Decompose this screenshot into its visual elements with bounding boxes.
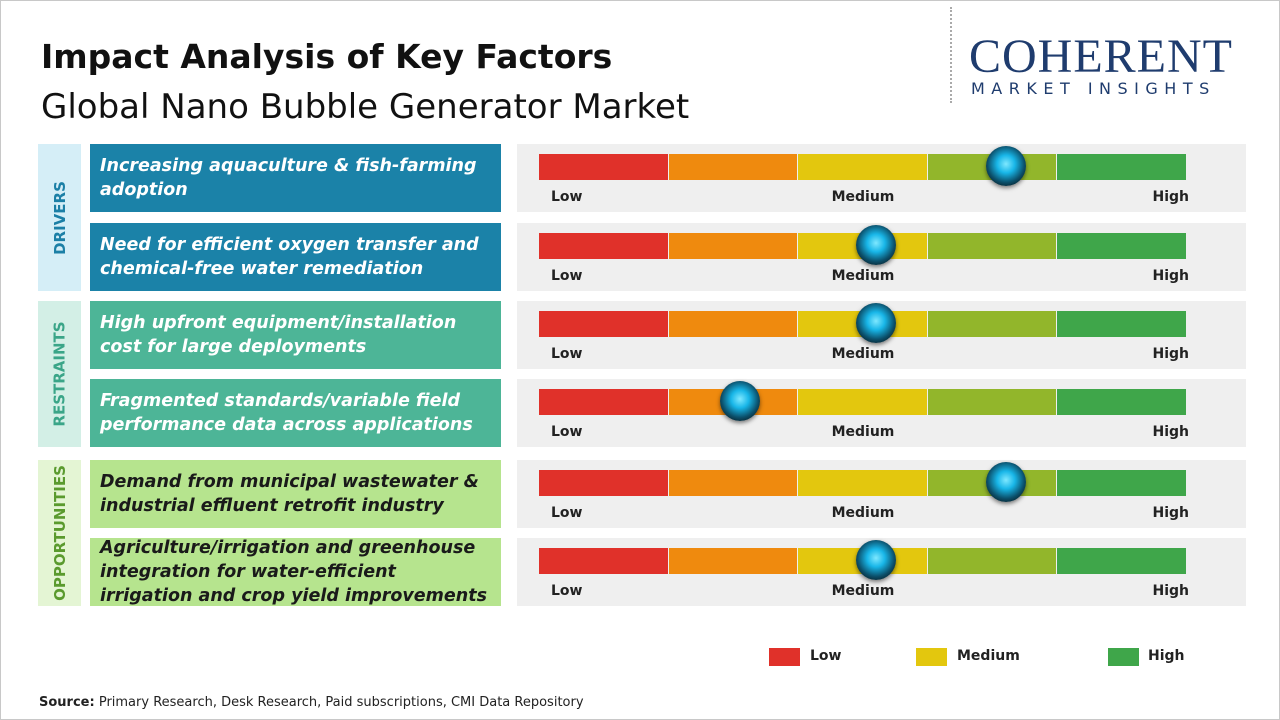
gauge: Low Medium High [517,538,1246,606]
legend-swatch [1108,648,1139,666]
group-label: OPPORTUNITIES [50,465,69,601]
gauge-label: High [1152,268,1189,284]
gauge-label: High [1152,424,1189,440]
impact-marker [985,146,1026,186]
subtitle: Global Nano Bubble Generator Market [41,87,690,127]
impact-marker [855,225,896,265]
gauge-segment [539,311,668,337]
gauge-segment [798,154,927,180]
group-box: DRIVERS [38,144,81,291]
legend-label: Medium [957,648,1020,664]
source: Source: Primary Research, Desk Research,… [39,695,584,710]
gauge-label: Low [551,424,583,440]
gauge: Low Medium High [517,460,1246,528]
factor-text: Demand from municipal wastewater & indus… [90,460,501,528]
gauge-segment [668,154,798,180]
source-text: Primary Research, Desk Research, Paid su… [98,695,584,710]
gauge-label: High [1152,505,1189,521]
gauge-segment [539,470,668,496]
factor-text: Increasing aquaculture & fish-farming ad… [90,144,501,212]
gauge-segment [539,389,668,415]
legend-swatch [769,648,800,666]
gauge-segment [1057,389,1186,415]
gauge-segment [927,389,1057,415]
gauge-label: High [1152,189,1189,205]
gauge-segment [668,548,798,574]
impact-marker [985,462,1026,502]
impact-marker [855,303,896,343]
gauge-label: Low [551,505,583,521]
gauge: Low Medium High [517,144,1246,212]
gauge-segment [668,470,798,496]
gauge-segment [927,233,1057,259]
legend-label: High [1148,648,1185,664]
gauge-segment [1057,311,1186,337]
gauge-label: Medium [831,346,895,362]
gauge-segment [1057,470,1186,496]
title: Impact Analysis of Key Factors [41,37,613,76]
gauge-segment [798,470,927,496]
impact-marker [719,381,760,421]
gauge-label: Low [551,346,583,362]
gauge-label: Low [551,189,583,205]
gauge-label: Low [551,268,583,284]
gauge: Low Medium High [517,223,1246,291]
gauge-label: Low [551,583,583,599]
gauge-label: High [1152,583,1189,599]
gauge-segment [798,389,927,415]
group-box: OPPORTUNITIES [38,460,81,606]
gauge-label: Medium [831,424,895,440]
gauge: Low Medium High [517,379,1246,447]
logo-name: COHERENT [969,30,1233,83]
gauge-segment [1057,548,1186,574]
factor-text: Agriculture/irrigation and greenhouse in… [90,538,501,606]
gauge-segment [668,311,798,337]
legend-swatch [916,648,947,666]
gauge: Low Medium High [517,301,1246,369]
impact-marker [855,540,896,580]
gauge-label: Medium [831,505,895,521]
legend-label: Low [810,648,842,664]
factor-text: Need for efficient oxygen transfer and c… [90,223,501,291]
group-box: RESTRAINTS [38,301,81,447]
gauge-segment [1057,154,1186,180]
gauge-segment [539,548,668,574]
source-label: Source: [39,695,95,710]
gauge-segment [927,548,1057,574]
gauge-segment [539,233,668,259]
group-label: DRIVERS [50,180,69,255]
gauge-label: Medium [831,583,895,599]
gauge-label: High [1152,346,1189,362]
divider [950,7,952,103]
logo-tagline: MARKET INSIGHTS [971,79,1216,98]
gauge-segment [1057,233,1186,259]
gauge-segment [927,311,1057,337]
group-label: RESTRAINTS [50,321,69,427]
gauge-segment [668,233,798,259]
gauge-label: Medium [831,189,895,205]
gauge-label: Medium [831,268,895,284]
factor-text: Fragmented standards/variable field perf… [90,379,501,447]
gauge-segment [539,154,668,180]
factor-text: High upfront equipment/installation cost… [90,301,501,369]
